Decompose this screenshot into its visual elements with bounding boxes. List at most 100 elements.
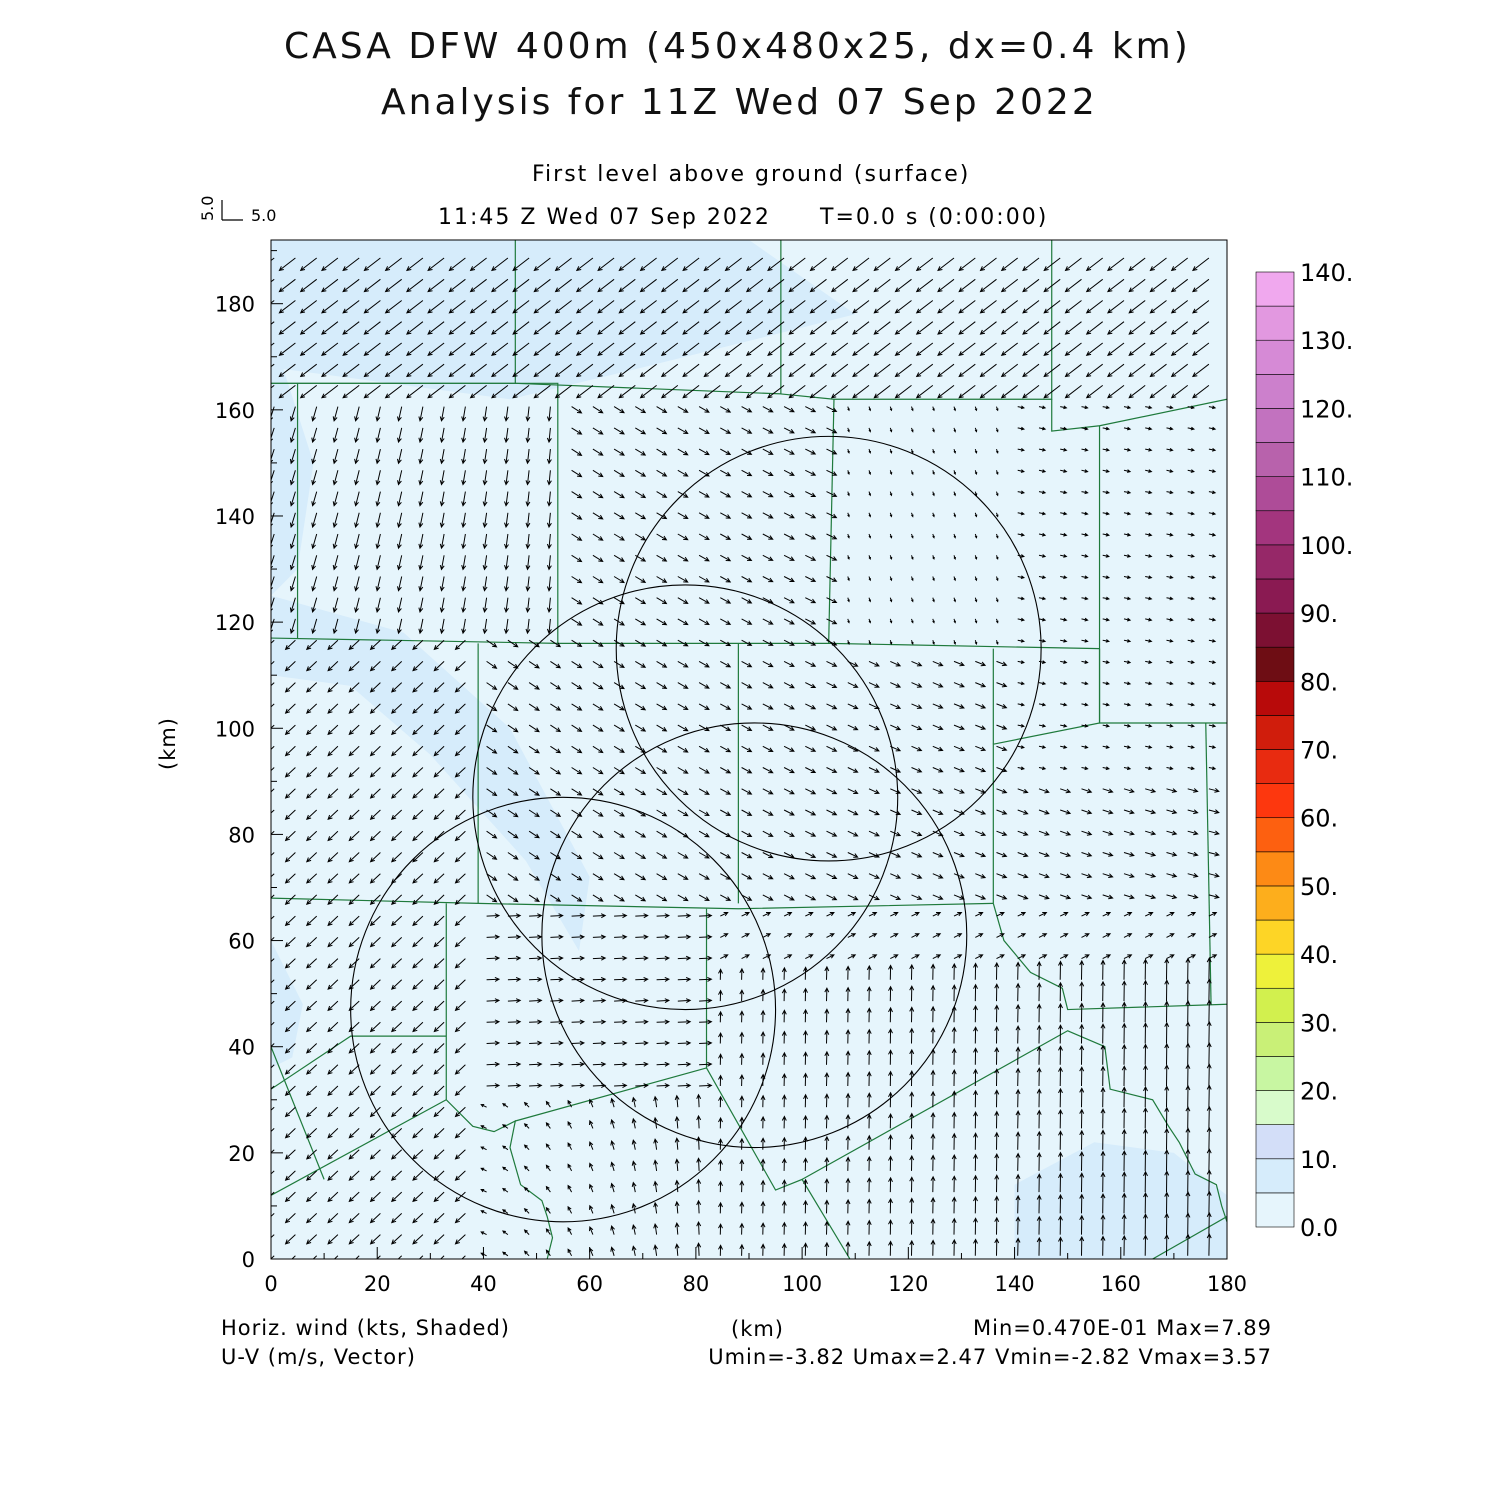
wind-vector <box>271 830 275 835</box>
wind-vector <box>699 1040 713 1046</box>
wind-vector <box>613 873 625 881</box>
wind-vector <box>1000 257 1019 272</box>
wind-vector <box>278 257 296 272</box>
y-axis-label: (km) <box>156 716 180 770</box>
wind-vector <box>305 724 318 736</box>
wind-vector <box>826 618 838 625</box>
wind-vector <box>433 915 445 927</box>
wind-vector <box>1100 1107 1106 1129</box>
wind-vector <box>1149 300 1167 314</box>
wind-vector <box>698 512 710 519</box>
wind-vector <box>327 958 339 969</box>
wind-vector <box>741 724 753 731</box>
wind-vector <box>1102 405 1110 410</box>
wind-vector <box>1081 830 1093 836</box>
wind-vector <box>1166 745 1174 749</box>
wind-vector <box>1060 681 1068 686</box>
wind-vector <box>1164 1064 1170 1087</box>
wind-vector <box>760 1200 766 1214</box>
wind-vector <box>284 682 296 693</box>
wind-vector <box>973 1153 978 1171</box>
wind-vector <box>847 512 850 518</box>
wind-vector <box>354 555 360 571</box>
wind-vector <box>1000 278 1019 293</box>
wind-vector <box>996 703 1008 709</box>
wind-vector <box>571 703 583 711</box>
wind-vector <box>973 983 978 1002</box>
wind-vector <box>994 1068 1000 1087</box>
wind-vector <box>1022 300 1040 314</box>
wind-vector <box>911 470 914 476</box>
wind-vector <box>1100 1214 1106 1235</box>
wind-vector <box>975 894 987 900</box>
wind-vector <box>847 533 850 539</box>
wind-vector <box>507 745 519 754</box>
wind-vector <box>305 1149 318 1160</box>
wind-vector <box>739 1201 745 1214</box>
wind-vector <box>486 976 501 982</box>
wind-vector <box>656 448 668 456</box>
wind-vector <box>930 1069 936 1087</box>
wind-vector <box>1164 1148 1170 1171</box>
wind-vector <box>767 363 785 378</box>
wind-vector <box>915 342 934 356</box>
wind-vector <box>486 788 498 797</box>
wind-vector <box>937 385 955 399</box>
wind-vector <box>354 491 360 507</box>
wind-vector <box>1081 852 1093 857</box>
wind-vector <box>975 830 987 836</box>
wind-vector <box>953 852 965 858</box>
wind-vector <box>1017 954 1027 960</box>
wind-vector <box>469 385 487 399</box>
y-tick-label: 140 <box>215 505 255 529</box>
wind-vector <box>284 1128 296 1139</box>
wind-vector <box>1015 1216 1021 1235</box>
wind-vector <box>1164 1170 1170 1193</box>
x-tick-label: 40 <box>470 1272 497 1296</box>
wind-vector <box>504 618 509 635</box>
wind-vector <box>501 1145 509 1151</box>
wind-vector <box>826 597 838 603</box>
wind-vector <box>454 830 466 842</box>
wind-vector <box>788 342 806 356</box>
wind-vector <box>932 618 935 624</box>
wind-vector <box>1043 300 1061 314</box>
wind-vector <box>592 660 604 669</box>
wind-vector <box>1145 873 1157 878</box>
wind-vector <box>332 448 339 465</box>
wind-vector <box>760 1030 766 1044</box>
wind-vector <box>454 1149 466 1160</box>
wind-vector <box>482 576 488 592</box>
wind-vector <box>1081 681 1089 686</box>
wind-vector <box>1102 639 1111 643</box>
wind-vector <box>271 724 275 729</box>
x-tick-label: 20 <box>364 1272 391 1296</box>
wind-vector <box>975 745 987 752</box>
wind-vector <box>284 1170 296 1181</box>
wind-vector <box>1017 405 1025 410</box>
wind-vector <box>271 873 275 878</box>
wind-vector <box>1060 617 1068 622</box>
wind-vector <box>418 470 424 486</box>
wind-vector <box>1102 852 1114 857</box>
colorbar-label: 10. <box>1300 1146 1338 1174</box>
wind-vector <box>958 257 976 272</box>
wind-vector <box>1121 1213 1127 1235</box>
wind-vector <box>889 640 893 645</box>
wind-vector <box>720 873 732 880</box>
wind-vector <box>781 1157 787 1171</box>
wind-vector <box>1208 933 1218 938</box>
wind-vector <box>868 512 871 518</box>
wind-vector <box>284 958 296 969</box>
wind-vector <box>698 597 710 604</box>
wind-vector <box>397 1255 403 1259</box>
wind-vector <box>461 427 467 444</box>
wind-vector <box>271 703 275 708</box>
wind-vector <box>1081 933 1090 938</box>
wind-vector <box>911 618 914 624</box>
wind-vector <box>1081 448 1089 452</box>
wind-vector <box>525 449 531 465</box>
wind-vector <box>384 300 403 314</box>
wind-vector <box>439 406 445 422</box>
wind-vector <box>550 955 564 961</box>
